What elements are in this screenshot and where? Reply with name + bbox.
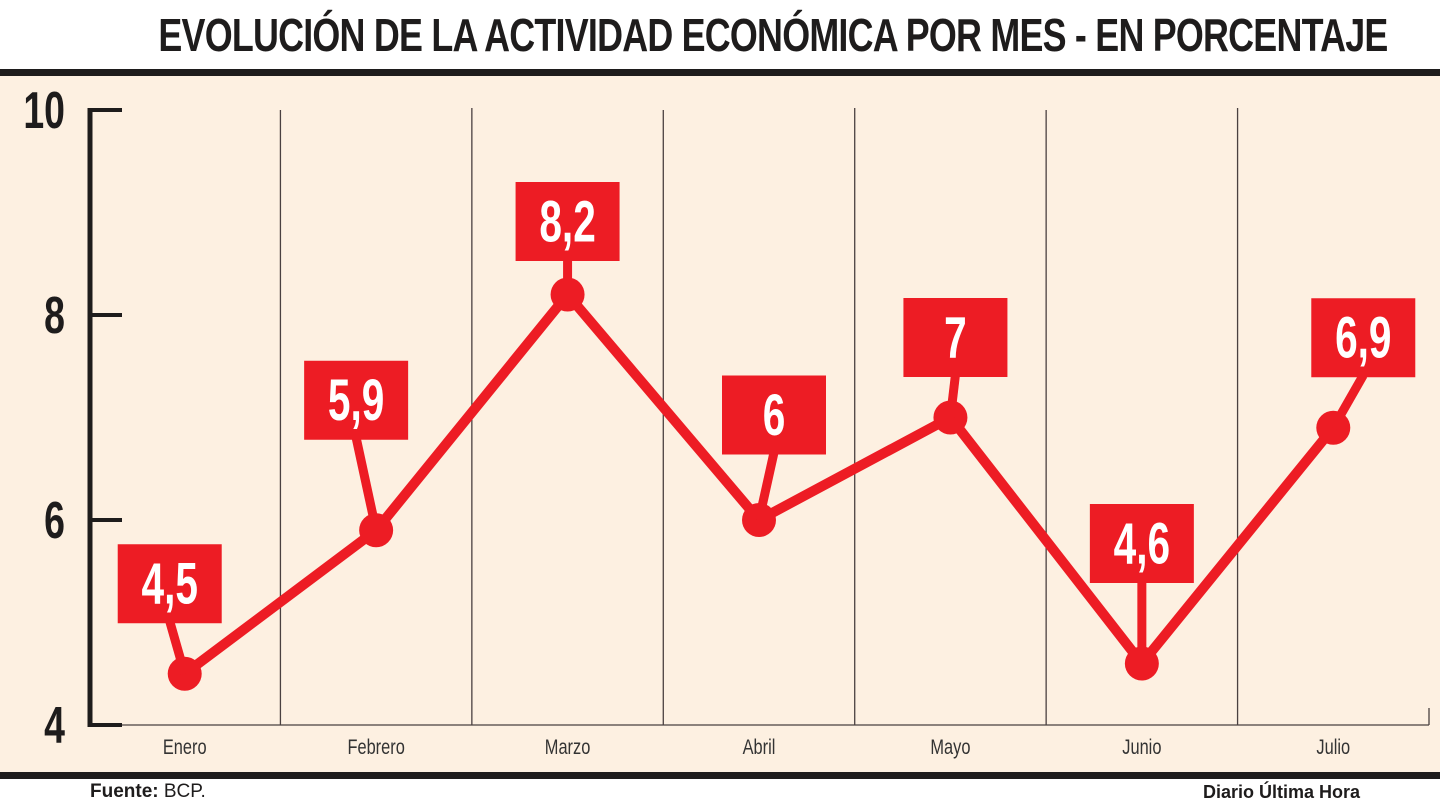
x-tick-labels: Enero Febrero Marzo Abril Mayo Junio Julio [163,735,1350,758]
x-tick-label: Enero [163,735,207,758]
data-label: 4,6 [1114,511,1170,576]
source-label: Fuente: [90,781,159,802]
x-tick-label: Julio [1316,735,1350,758]
x-tick-label: Abril [743,735,776,758]
y-tick-label: 8 [44,286,65,345]
source-note: Fuente: BCP. [90,781,206,803]
label-connector [351,436,381,532]
label-connector [1329,373,1368,430]
data-label: 4,5 [142,552,198,617]
data-label-box [1089,504,1194,583]
source-value: BCP. [158,781,206,802]
x-tick-label: Marzo [545,735,591,758]
data-labels: 4,5 5,9 8,2 6 7 4,6 6,9 [117,182,1416,675]
data-label: 6 [763,383,786,448]
data-label-box [1311,298,1416,378]
data-label-box [903,298,1008,377]
bottom-rule [0,772,1440,779]
publisher-credit: Diario Última Hora [1202,782,1360,802]
top-rule [0,69,1440,76]
axes [87,108,1429,727]
y-tick-label: 6 [44,491,65,550]
data-label-box [304,360,409,440]
x-tick-label: Mayo [930,735,970,758]
data-label: 7 [944,305,967,370]
label-connector [945,374,960,419]
y-tick-label: 10 [23,81,65,140]
data-label: 5,9 [328,368,384,433]
x-tick-label: Febrero [347,735,404,758]
label-connector [165,620,190,675]
y-tick-label: 4 [44,696,65,755]
data-label: 8,2 [539,189,595,254]
data-label-box [515,182,620,261]
data-label-box [722,375,826,455]
x-tick-label: Junio [1122,735,1161,758]
chart-title: EVOLUCIÓN DE LA ACTIVIDAD ECONÓMICA POR … [158,9,1388,61]
label-connector [754,451,779,521]
y-tick-labels: 4 6 8 10 [23,81,65,755]
plot-panel [0,76,1440,772]
data-label: 6,9 [1335,306,1391,371]
data-label-box [117,544,222,624]
